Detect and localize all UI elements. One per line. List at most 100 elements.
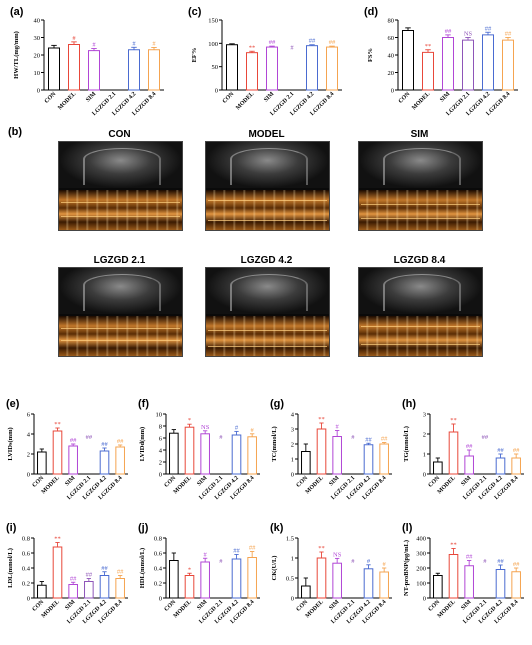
y-tick-label: 40 xyxy=(388,53,395,60)
x-tick-label: CON xyxy=(164,475,178,489)
bar xyxy=(115,578,125,599)
chart-j: (j) 0 0.2 0.4 0.6 0.8 HDL(mmol/L) CON * MODEL # SI… xyxy=(136,520,264,640)
x-tick-label: CON xyxy=(398,91,412,105)
bar xyxy=(442,37,454,91)
panel-b: (b) CON MODEL SIM LGZGD 2.1 LGZGD 4.2 xyxy=(0,124,532,392)
y-tick-label: 100 xyxy=(416,581,426,588)
echo-image-lgzgd-4-2 xyxy=(205,267,330,357)
y-tick-label: 100 xyxy=(208,41,218,48)
bar xyxy=(48,47,60,91)
bar xyxy=(462,39,474,91)
y-tick-label: 0.8 xyxy=(154,536,162,543)
bar xyxy=(37,584,47,599)
y-tick-label: 0 xyxy=(391,88,394,95)
y-tick-label: 0 xyxy=(291,472,294,479)
bar xyxy=(495,569,506,599)
bar xyxy=(231,434,242,475)
bar xyxy=(511,457,521,475)
echo-lgzgd-8-4: LGZGD 8.4 xyxy=(358,254,483,357)
y-tick-label: 300 xyxy=(416,551,426,558)
bar xyxy=(379,571,389,599)
y-tick-label: 0 xyxy=(159,472,162,479)
bar xyxy=(99,450,110,475)
significance-mark: # xyxy=(72,35,76,42)
y-tick-label: 30 xyxy=(34,35,41,42)
significance-mark: ## xyxy=(70,575,77,582)
echo-model: MODEL xyxy=(205,128,330,231)
bar xyxy=(115,446,125,475)
y-tick-label: 4 xyxy=(27,432,31,439)
bar xyxy=(301,585,311,599)
y-tick-label: 0.4 xyxy=(22,566,31,573)
significance-mark: # xyxy=(290,45,294,52)
y-tick-label: 6 xyxy=(159,436,163,443)
significance-mark: # xyxy=(219,558,223,565)
bar xyxy=(363,444,374,475)
bar xyxy=(247,436,257,475)
panel-label-g: (g) xyxy=(270,398,285,410)
bar xyxy=(402,30,414,91)
panel-label-i: (i) xyxy=(6,522,17,534)
x-tick-label: MODEL xyxy=(411,91,431,111)
y-axis-label: HDL(mmol/L) xyxy=(139,548,146,588)
significance-mark: ** xyxy=(54,536,61,543)
significance-mark: ** xyxy=(450,417,457,424)
x-tick-label: CON xyxy=(222,91,236,105)
bar xyxy=(37,451,47,475)
significance-mark: # xyxy=(251,427,255,434)
x-tick-label: CON xyxy=(32,475,46,489)
y-axis-label: NT-proBNP(pg/mL) xyxy=(403,540,410,596)
y-tick-label: 0 xyxy=(27,596,30,603)
y-tick-label: 0.8 xyxy=(22,536,30,543)
x-tick-label: CON xyxy=(44,91,58,105)
significance-mark: # xyxy=(219,434,223,441)
panel-label-d: (d) xyxy=(364,6,379,18)
chart-l-svg: 0100200300400NT-proBNP(pg/mL)CON**MODEL#… xyxy=(403,536,524,625)
significance-mark: ## xyxy=(309,38,316,45)
significance-mark: ** xyxy=(425,43,432,50)
x-tick-label: CON xyxy=(296,599,310,613)
bar xyxy=(511,571,521,599)
panel-label-c: (c) xyxy=(188,6,202,18)
bar xyxy=(326,46,338,91)
y-axis-label: CK(U/L) xyxy=(271,556,278,581)
y-tick-label: 40 xyxy=(34,18,41,25)
significance-mark: NS xyxy=(333,551,342,558)
significance-mark: # xyxy=(152,40,156,47)
y-tick-label: 20 xyxy=(34,53,41,60)
x-tick-label: SIM xyxy=(263,91,275,103)
chart-h: (h) 0 1 2 3 TG(mmol/L) CON ** MODEL ## SIM ## LGZGD… xyxy=(400,396,528,516)
significance-mark: ## xyxy=(249,545,256,552)
bar xyxy=(68,445,78,475)
bar xyxy=(68,44,80,91)
echo-lgzgd-4-2: LGZGD 4.2 xyxy=(205,254,330,357)
x-tick-label: CON xyxy=(296,475,310,489)
chart-e: (e) 0 2 4 6 LVIDs(mm) CON ** MODEL ## SIM ## LGZGD … xyxy=(4,396,132,516)
y-tick-label: 150 xyxy=(208,18,218,25)
significance-mark: ## xyxy=(497,447,504,454)
significance-mark: ## xyxy=(269,39,276,46)
bar xyxy=(169,432,179,475)
significance-mark: ## xyxy=(466,554,473,561)
significance-mark: ## xyxy=(513,447,520,454)
bar xyxy=(246,52,258,91)
significance-mark: ## xyxy=(233,548,240,555)
bar xyxy=(200,561,210,599)
bar xyxy=(231,558,242,599)
y-tick-label: 400 xyxy=(416,536,426,543)
significance-mark: ## xyxy=(101,441,108,448)
y-tick-label: 0 xyxy=(37,88,40,95)
echo-title-lgzgd-2-1: LGZGD 2.1 xyxy=(93,255,146,266)
echo-lgzgd-2-1: LGZGD 2.1 xyxy=(58,254,183,357)
significance-mark: ## xyxy=(365,436,372,443)
significance-mark: ## xyxy=(513,561,520,568)
x-tick-label: SIM xyxy=(460,475,472,487)
significance-mark: ** xyxy=(450,542,457,549)
panel-label-b: (b) xyxy=(8,126,23,138)
chart-a: (a) 0 10 20 30 40 HW/TL(mg/mm) CON # MODEL # SIM LG… xyxy=(8,4,168,132)
significance-mark: ## xyxy=(485,25,492,32)
panel-label-l: (l) xyxy=(402,522,413,534)
